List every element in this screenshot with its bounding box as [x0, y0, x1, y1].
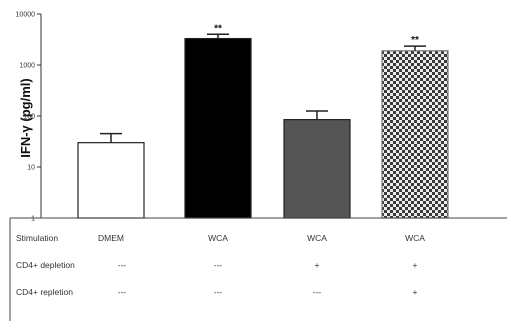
bar-0 [78, 143, 144, 218]
table-cell-stimulation-1: WCA [208, 233, 228, 243]
table-cell-cd4-depletion-0: --- [118, 260, 127, 270]
table-cell-stimulation-3: WCA [405, 233, 425, 243]
condition-table [10, 218, 507, 321]
table-cell-cd4-repletion-2: --- [313, 287, 322, 297]
table-cell-cd4-depletion-1: --- [214, 260, 223, 270]
y-tick-label-0: 1 [31, 216, 35, 223]
bar-2 [284, 120, 350, 218]
table-cell-cd4-repletion-0: --- [118, 287, 127, 297]
y-tick-label-1: 10 [27, 165, 35, 172]
table-row-label-cd4-repletion: CD4+ repletion [16, 287, 73, 297]
bar-1 [185, 39, 251, 218]
significance-mark-1: ** [214, 23, 222, 34]
table-cell-stimulation-2: WCA [307, 233, 327, 243]
table-cell-cd4-depletion-2: + [315, 260, 320, 270]
y-tick-label-3: 1000 [19, 63, 35, 70]
significance-mark-3: ** [411, 35, 419, 46]
table-cell-cd4-repletion-3: + [413, 287, 418, 297]
table-cell-stimulation-0: DMEM [98, 233, 124, 243]
bar-3 [382, 51, 448, 218]
table-cell-cd4-depletion-3: + [413, 260, 418, 270]
y-tick-label-4: 10000 [16, 12, 36, 19]
table-cell-cd4-repletion-1: --- [214, 287, 223, 297]
table-row-label-cd4-depletion: CD4+ depletion [16, 260, 75, 270]
y-tick-label-2: 100 [23, 114, 35, 121]
table-row-label-stimulation: Stimulation [16, 233, 58, 243]
